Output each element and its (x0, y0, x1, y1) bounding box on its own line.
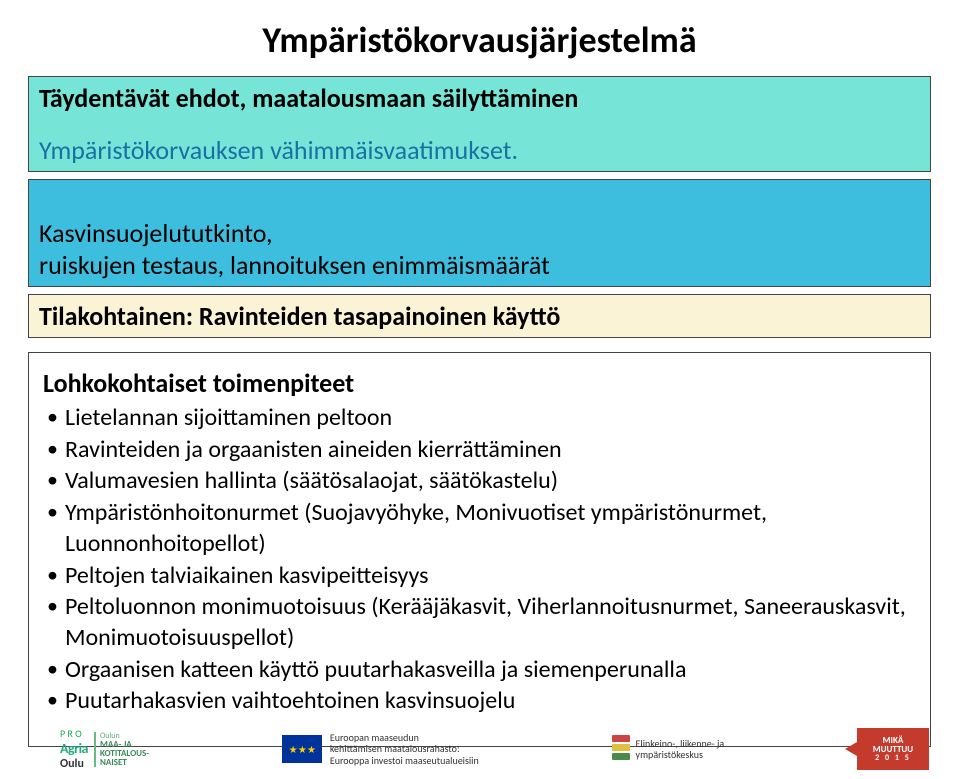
footer-logos: P R O Agria Oulu Oulun MAA- JA KOTITALOU… (0, 727, 959, 771)
slide-title: Ympäristökorvausjärjestelmä (128, 18, 831, 62)
box3-list: Lietelannan sijoittaminen peltoon Ravint… (43, 403, 916, 717)
box2-text: Tilakohtainen: Ravinteiden tasapainoinen… (39, 300, 560, 332)
mkn-maa: MAA- JA KOTITALOUS- NAISET (100, 740, 149, 767)
box-white: Lohkokohtaiset toimenpiteet Lietelannan … (28, 352, 931, 747)
ely-text: Elinkeino-, liikenne- ja ympäristökeskus (636, 738, 725, 760)
ely-block: Elinkeino-, liikenne- ja ympäristökeskus (612, 735, 725, 763)
proagria-group: P R O Agria Oulu Oulun MAA- JA KOTITALOU… (60, 727, 149, 771)
proagria-oulu: Oulu (60, 757, 84, 771)
slide-container: Ympäristökorvausjärjestelmä Täydentävät … (0, 0, 959, 779)
eu-block: ★ ★ ★ Euroopan maaseudun kehittämisen ma… (282, 732, 479, 767)
mika-yr: 2 0 1 5 (875, 754, 911, 762)
list-item: Puutarhakasvien vaihtoehtoinen kasvinsuo… (43, 686, 916, 717)
ely-mark-icon (612, 735, 630, 763)
box-blue: Kasvinsuojelututkinto, ruiskujen testaus… (28, 179, 931, 287)
proagria-logo: P R O Agria Oulu (60, 727, 88, 771)
box1-sub: Ympäristökorvauksen vähimmäisvaatimukset… (39, 134, 920, 166)
box3-heading: Lohkokohtaiset toimenpiteet (43, 367, 916, 399)
list-item: Ympäristönhoitonurmet (Suojavyöhyke, Mon… (43, 498, 916, 559)
proagria-top: P R O (60, 727, 82, 740)
list-item: Lietelannan sijoittaminen peltoon (43, 403, 916, 434)
box1-heading: Täydentävät ehdot, maatalousmaan säilytt… (39, 82, 920, 114)
mika-logo: MIKÄ MUUTTUU 2 0 1 5 (857, 728, 929, 770)
proagria-name: Agria (60, 740, 88, 757)
list-item: Ravinteiden ja orgaanisten aineiden kier… (43, 435, 916, 466)
eu-flag-icon: ★ ★ ★ (282, 735, 322, 763)
list-item: Valumavesien hallinta (säätösalaojat, sä… (43, 466, 916, 497)
eu-text: Euroopan maaseudun kehittämisen maatalou… (330, 732, 479, 767)
box-cream: Tilakohtainen: Ravinteiden tasapainoinen… (28, 294, 931, 338)
list-item: Peltojen talviaikainen kasvipeitteisyys (43, 561, 916, 592)
box-teal: Täydentävät ehdot, maatalousmaan säilytt… (28, 76, 931, 172)
box1-sub2: Kasvinsuojelututkinto, ruiskujen testaus… (39, 217, 550, 281)
list-item: Peltoluonnon monimuotoisuus (Kerääjäkasv… (43, 592, 916, 653)
list-item: Orgaanisen katteen käyttö puutarhakasvei… (43, 655, 916, 686)
mkn-logo: Oulun MAA- JA KOTITALOUS- NAISET (94, 732, 149, 767)
